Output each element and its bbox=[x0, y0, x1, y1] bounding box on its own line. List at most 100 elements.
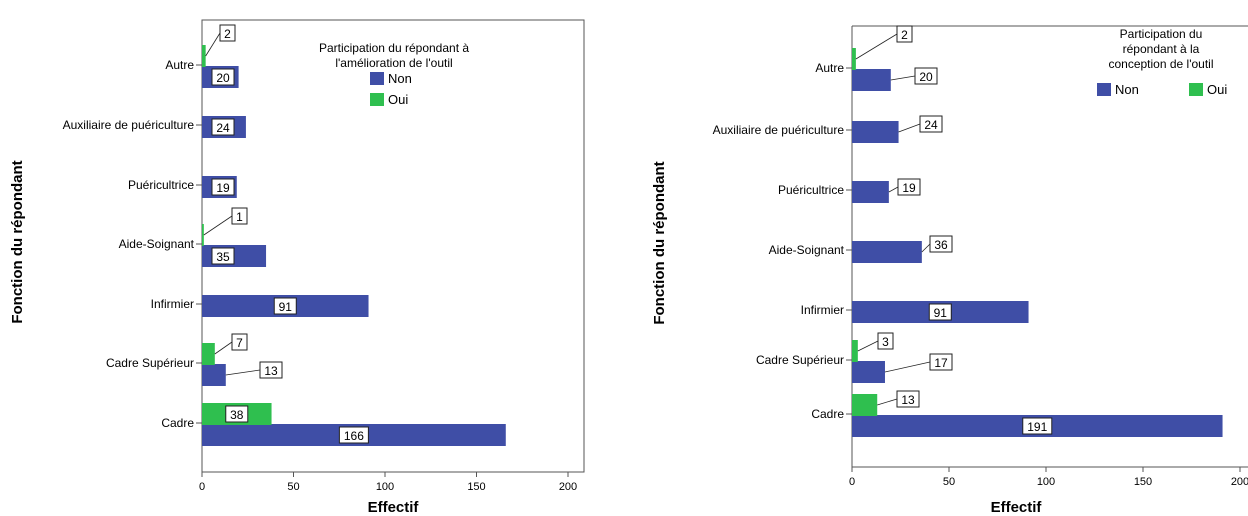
category-label: Auxiliaire de puériculture bbox=[63, 118, 195, 132]
bar-oui bbox=[852, 394, 878, 416]
data-label-oui: 7 bbox=[236, 336, 243, 350]
data-label-non-box bbox=[919, 115, 943, 133]
leader-line bbox=[203, 215, 233, 236]
chart-1: 0 50 100 150 200 Autre Auxiliaire de puéricult… bbox=[9, 19, 585, 516]
data-label-non-box bbox=[928, 303, 952, 321]
data-label-non-box bbox=[211, 118, 235, 136]
data-label-non: 191 bbox=[1027, 420, 1047, 434]
bar-non bbox=[852, 241, 922, 263]
data-label-non: 24 bbox=[924, 118, 938, 132]
y-axis-title: Fonction du répondant bbox=[9, 160, 26, 323]
legend-swatch-oui bbox=[1189, 83, 1203, 96]
data-label-non-box bbox=[929, 235, 953, 253]
legend: Participation du répondant àl'améliorati… bbox=[319, 41, 469, 107]
data-label-oui: 2 bbox=[224, 27, 231, 41]
data-label-oui: 2 bbox=[901, 28, 908, 42]
x-tick-label: 50 bbox=[287, 481, 299, 493]
legend-label-oui: Oui bbox=[388, 92, 408, 107]
x-tick-label: 0 bbox=[199, 481, 205, 493]
category-label: Infirmier bbox=[801, 303, 844, 317]
data-label-oui-box bbox=[896, 25, 913, 43]
data-label-oui: 3 bbox=[882, 335, 889, 349]
legend-swatch-non bbox=[370, 72, 384, 85]
data-label-non: 19 bbox=[216, 181, 230, 195]
x-tick-label: 200 bbox=[1231, 476, 1248, 488]
chart-2: 0 50 100 150 200 Autre Auxiliaire de puéricult… bbox=[651, 25, 1248, 516]
legend-title: l'amélioration de l'outil bbox=[335, 56, 452, 70]
leader-line bbox=[898, 123, 921, 133]
category-label: Cadre bbox=[811, 407, 844, 421]
bar-non bbox=[202, 364, 226, 386]
bar-oui bbox=[852, 48, 856, 70]
data-label-oui-box bbox=[896, 390, 920, 408]
x-tick-label: 150 bbox=[1134, 476, 1152, 488]
legend-label-non: Non bbox=[388, 71, 412, 86]
bar-oui bbox=[852, 340, 858, 362]
legend-label-oui: Oui bbox=[1207, 82, 1227, 97]
data-label-oui: 38 bbox=[230, 408, 244, 422]
y-axis-title: Fonction du répondant bbox=[651, 161, 668, 324]
x-tick-label: 100 bbox=[1037, 476, 1055, 488]
data-label-non-box bbox=[211, 68, 235, 86]
legend-title: Participation du répondant à bbox=[319, 41, 469, 55]
data-label-non: 24 bbox=[216, 121, 230, 135]
bar-non bbox=[852, 69, 891, 91]
leader-line bbox=[205, 32, 221, 57]
category-label: Cadre Supérieur bbox=[106, 356, 194, 370]
data-label-non: 20 bbox=[216, 71, 230, 85]
bar-oui bbox=[202, 343, 215, 365]
data-label-oui: 13 bbox=[901, 393, 915, 407]
data-label-non-box bbox=[259, 361, 283, 379]
data-label-non: 35 bbox=[216, 250, 230, 264]
category-label: Aide-Soignant bbox=[769, 243, 845, 257]
leader-line bbox=[225, 369, 261, 376]
leader-line bbox=[884, 361, 931, 373]
data-label-oui-box bbox=[219, 24, 236, 42]
data-label-non-box bbox=[273, 297, 297, 315]
bar-oui bbox=[202, 224, 204, 246]
legend-label-non: Non bbox=[1115, 82, 1139, 97]
category-label: Autre bbox=[165, 58, 194, 72]
data-label-non: 91 bbox=[934, 306, 948, 320]
data-label-non: 91 bbox=[279, 300, 293, 314]
leader-line bbox=[890, 75, 916, 81]
category-label: Autre bbox=[815, 61, 844, 75]
leader-line bbox=[921, 243, 931, 253]
x-axis-title: Effectif bbox=[368, 499, 420, 516]
data-label-oui-box bbox=[231, 333, 248, 351]
data-label-non: 20 bbox=[919, 70, 933, 84]
bar-oui bbox=[202, 45, 206, 67]
category-label: Cadre bbox=[161, 416, 194, 430]
data-label-non-box bbox=[338, 426, 369, 444]
legend-swatch-non bbox=[1097, 83, 1111, 96]
category-label: Cadre Supérieur bbox=[756, 353, 844, 367]
x-tick-label: 0 bbox=[849, 476, 855, 488]
data-label-oui-box bbox=[877, 332, 894, 350]
x-tick-label: 50 bbox=[943, 476, 955, 488]
bar-non bbox=[852, 181, 889, 203]
data-label-non-box bbox=[914, 67, 938, 85]
data-label-non-box bbox=[211, 247, 235, 265]
leader-line bbox=[214, 341, 233, 355]
data-label-non: 19 bbox=[902, 181, 916, 195]
category-label: Puéricultrice bbox=[778, 183, 844, 197]
legend-title: Participation du bbox=[1120, 27, 1203, 41]
data-label-non: 13 bbox=[264, 364, 278, 378]
data-label-non-box bbox=[211, 178, 235, 196]
leader-line bbox=[888, 186, 899, 193]
data-label-oui: 1 bbox=[236, 210, 243, 224]
leader-line bbox=[855, 33, 898, 60]
x-tick-label: 150 bbox=[467, 481, 485, 493]
x-tick-label: 200 bbox=[559, 481, 577, 493]
data-label-oui-box bbox=[231, 207, 248, 225]
bar-non bbox=[852, 361, 885, 383]
data-label-non: 36 bbox=[934, 238, 948, 252]
data-label-oui-box bbox=[225, 405, 249, 423]
leader-line bbox=[877, 398, 898, 406]
category-label: Infirmier bbox=[151, 297, 194, 311]
data-label-non: 17 bbox=[934, 356, 948, 370]
legend-swatch-oui bbox=[370, 93, 384, 106]
legend-title: conception de l'outil bbox=[1108, 57, 1213, 71]
